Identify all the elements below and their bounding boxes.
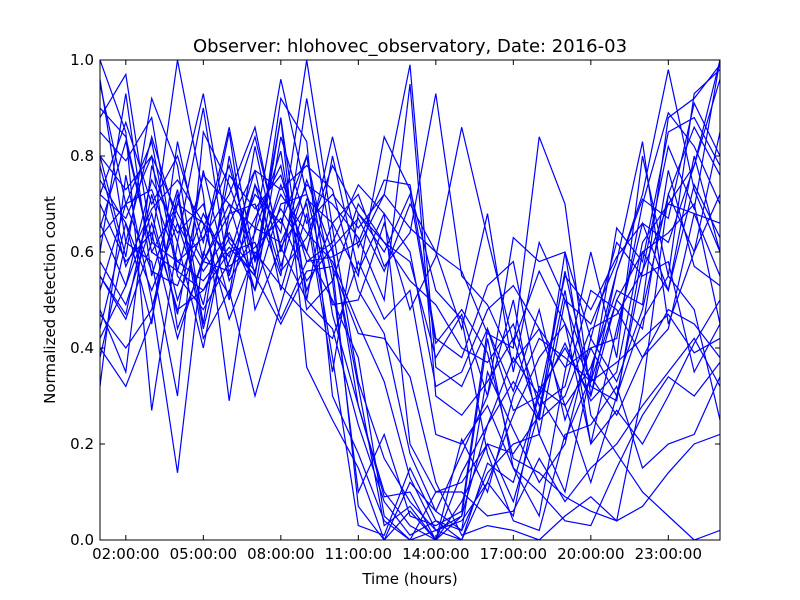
series-line-22	[100, 79, 720, 398]
series-line-7	[100, 69, 720, 532]
y-tick-label: 0.6	[70, 243, 94, 261]
x-tick-label: 02:00:00	[92, 545, 159, 563]
series-layer	[100, 60, 720, 540]
y-tick-label: 1.0	[70, 51, 94, 69]
x-tick-label: 14:00:00	[402, 545, 469, 563]
x-tick-label: 23:00:00	[635, 545, 702, 563]
y-tick-label: 0.0	[70, 531, 94, 549]
series-line-13	[100, 93, 720, 532]
series-line-10	[100, 129, 720, 540]
series-line-18	[100, 60, 720, 412]
x-tick-label: 08:00:00	[247, 545, 314, 563]
series-line-24	[100, 83, 720, 540]
plot-frame	[99, 59, 721, 541]
series-line-28	[100, 125, 720, 540]
series-line-27	[100, 64, 720, 407]
series-line-26	[100, 202, 720, 527]
y-axis-title: Normalized detection count	[41, 196, 59, 404]
series-line-20	[100, 125, 720, 407]
series-line-11	[100, 146, 720, 540]
series-line-16	[100, 107, 720, 397]
x-tick-label: 17:00:00	[480, 545, 547, 563]
series-line-9	[100, 111, 720, 527]
series-line-21	[100, 127, 720, 446]
series-line-4	[100, 96, 720, 540]
ticks-layer: 02:00:00 05:00:00 08:00:00 11:00:00 14:00:00…	[70, 51, 720, 563]
series-line-6	[100, 93, 720, 540]
y-tick-label: 0.8	[70, 147, 94, 165]
series-line-17	[100, 164, 720, 397]
y-tick-label: 0.2	[70, 435, 94, 453]
series-line-23	[100, 202, 720, 383]
x-tick-label: 05:00:00	[170, 545, 237, 563]
y-tick-label: 0.4	[70, 339, 94, 357]
x-axis-title: Time (hours)	[361, 570, 457, 588]
x-tick-label: 11:00:00	[325, 545, 392, 563]
series-line-12	[100, 131, 720, 540]
x-tick-label: 20:00:00	[557, 545, 624, 563]
chart-title: Observer: hlohovec_observatory, Date: 20…	[193, 36, 627, 57]
series-line-2	[100, 79, 720, 540]
